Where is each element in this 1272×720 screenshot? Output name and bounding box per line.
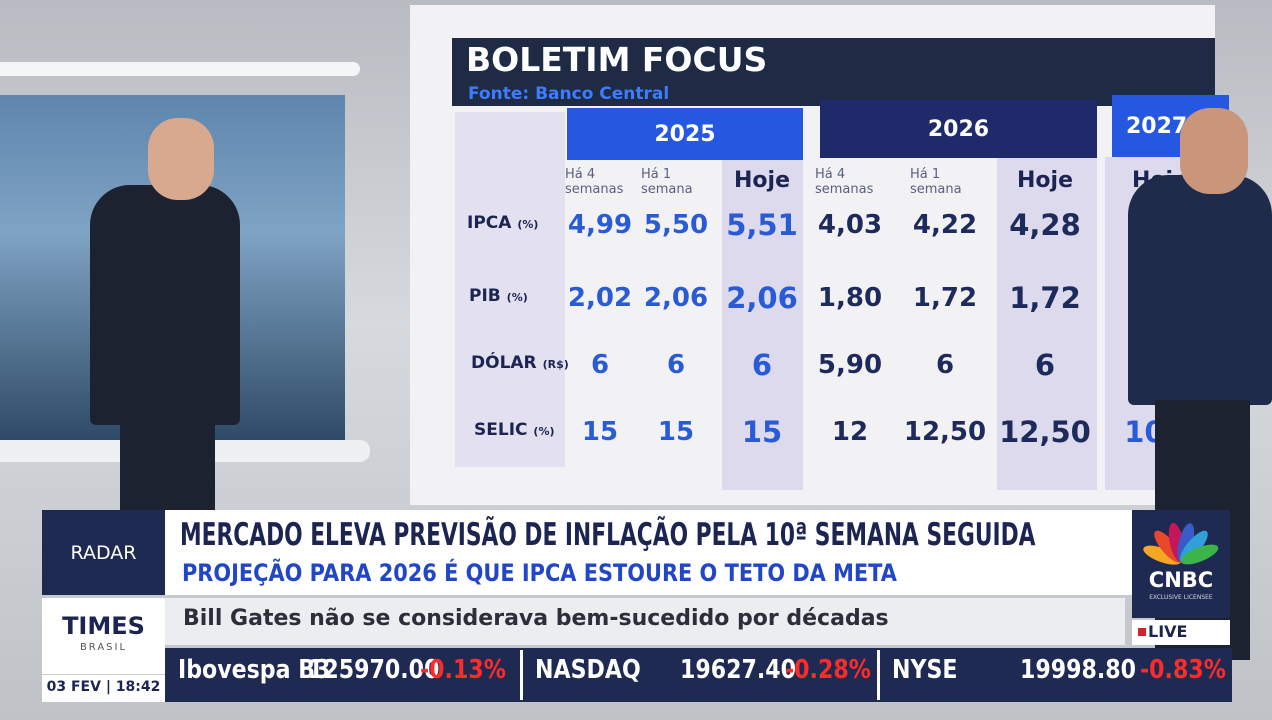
column-header: Hoje [1017,168,1073,193]
table-value: 1,72 [912,283,978,313]
stock-value: 19998.80 [1020,655,1137,685]
stock-name: Ibovespa B3 [178,655,331,685]
row-label: PIB (%) [469,286,528,306]
headline: MERCADO ELEVA PREVISÃO DE INFLAÇÃO PELA … [180,517,1036,553]
row-unit: (%) [506,291,528,304]
column-header: Há 1 semana [641,167,693,197]
table-value: 5,90 [817,350,883,380]
table-value: 2,06 [726,281,798,315]
table-value: 2,02 [567,283,633,313]
row-name: IPCA [467,213,512,233]
live-label: LIVE [1148,622,1188,641]
analyst-head [1180,108,1248,194]
row-name: DÓLAR [471,353,537,373]
hoje-column [997,158,1097,490]
table-value: 15 [581,417,619,447]
table-value: 12,50 [903,417,987,447]
network-name: CNBC [1148,568,1214,592]
ticker-text: Bill Gates não se considerava bem-sucedi… [183,606,889,631]
section-tag: RADAR [42,510,165,595]
row-unit: (R$) [542,358,569,371]
live-box [1132,620,1230,645]
live-dot [1138,628,1146,636]
table-value: 4,03 [817,210,883,240]
year-header: 2026 [820,100,1097,158]
presenter-legs [120,410,215,510]
network-box [1132,510,1230,618]
table-value: 6 [1034,348,1056,382]
studio-ledge [0,62,360,76]
row-unit: (%) [517,218,539,231]
column-header: Há 4 semanas [565,167,624,197]
column-header: Hoje [734,168,790,193]
table-value: 12 [831,417,869,447]
year-header: 2025 [567,108,803,160]
table-value: 15 [741,415,783,449]
stock-name: NASDAQ [535,655,641,685]
row-label: IPCA (%) [467,213,538,233]
table-value: 12,50 [999,415,1091,449]
table-value: 6 [666,350,686,380]
row-name: SELIC [474,420,528,440]
stock-separator [520,650,523,700]
stock-change: -0.83% [1140,655,1226,685]
presenter-body [90,185,240,425]
board-source: Fonte: Banco Central [468,84,670,104]
table-value: 6 [590,350,610,380]
network-sub: EXCLUSIVE LICENSEE [1149,594,1213,601]
date-time: 03 FEV | 18:42 [42,674,165,695]
table-value: 4,28 [1009,208,1081,242]
table-value: 6 [751,348,773,382]
table-value: 4,99 [567,210,633,240]
stock-change: -0.13% [420,655,506,685]
table-value: 6 [935,350,955,380]
hoje-column [722,160,803,490]
table-value: 1,80 [817,283,883,313]
stock-bar [165,648,1232,702]
table-value: 5,50 [643,210,709,240]
analyst-body [1128,175,1272,405]
table-value: 4,22 [912,210,978,240]
subheadline: PROJEÇÃO PARA 2026 É QUE IPCA ESTOURE O … [182,559,897,587]
column-header: Há 1 semana [910,167,962,197]
table-value: 15 [657,417,695,447]
channel-logo-sub: BRASIL [79,642,128,653]
column-header: Há 4 semanas [815,167,874,197]
headline-box [165,510,1132,595]
peacock-logo [1143,522,1219,565]
presenter-head [148,118,214,200]
board-title-bar [452,38,1215,106]
logo-box [42,598,165,702]
row-label: DÓLAR (R$) [471,353,569,373]
stock-change: -0.28% [785,655,871,685]
stock-value: 19627.40 [680,655,797,685]
stock-separator [877,650,880,700]
row-unit: (%) [533,425,555,438]
board-title: BOLETIM FOCUS [466,40,768,79]
ticker-row [165,598,1125,645]
table-value: 1,72 [1009,281,1081,315]
table-value: 5,51 [726,208,798,242]
row-label-column [455,112,565,467]
channel-logo: TIMES [62,612,145,640]
stock-value: 125970.00 [308,655,440,685]
row-label: SELIC (%) [474,420,555,440]
row-name: PIB [469,286,501,306]
table-value: 2,06 [643,283,709,313]
stock-name: NYSE [892,655,958,685]
